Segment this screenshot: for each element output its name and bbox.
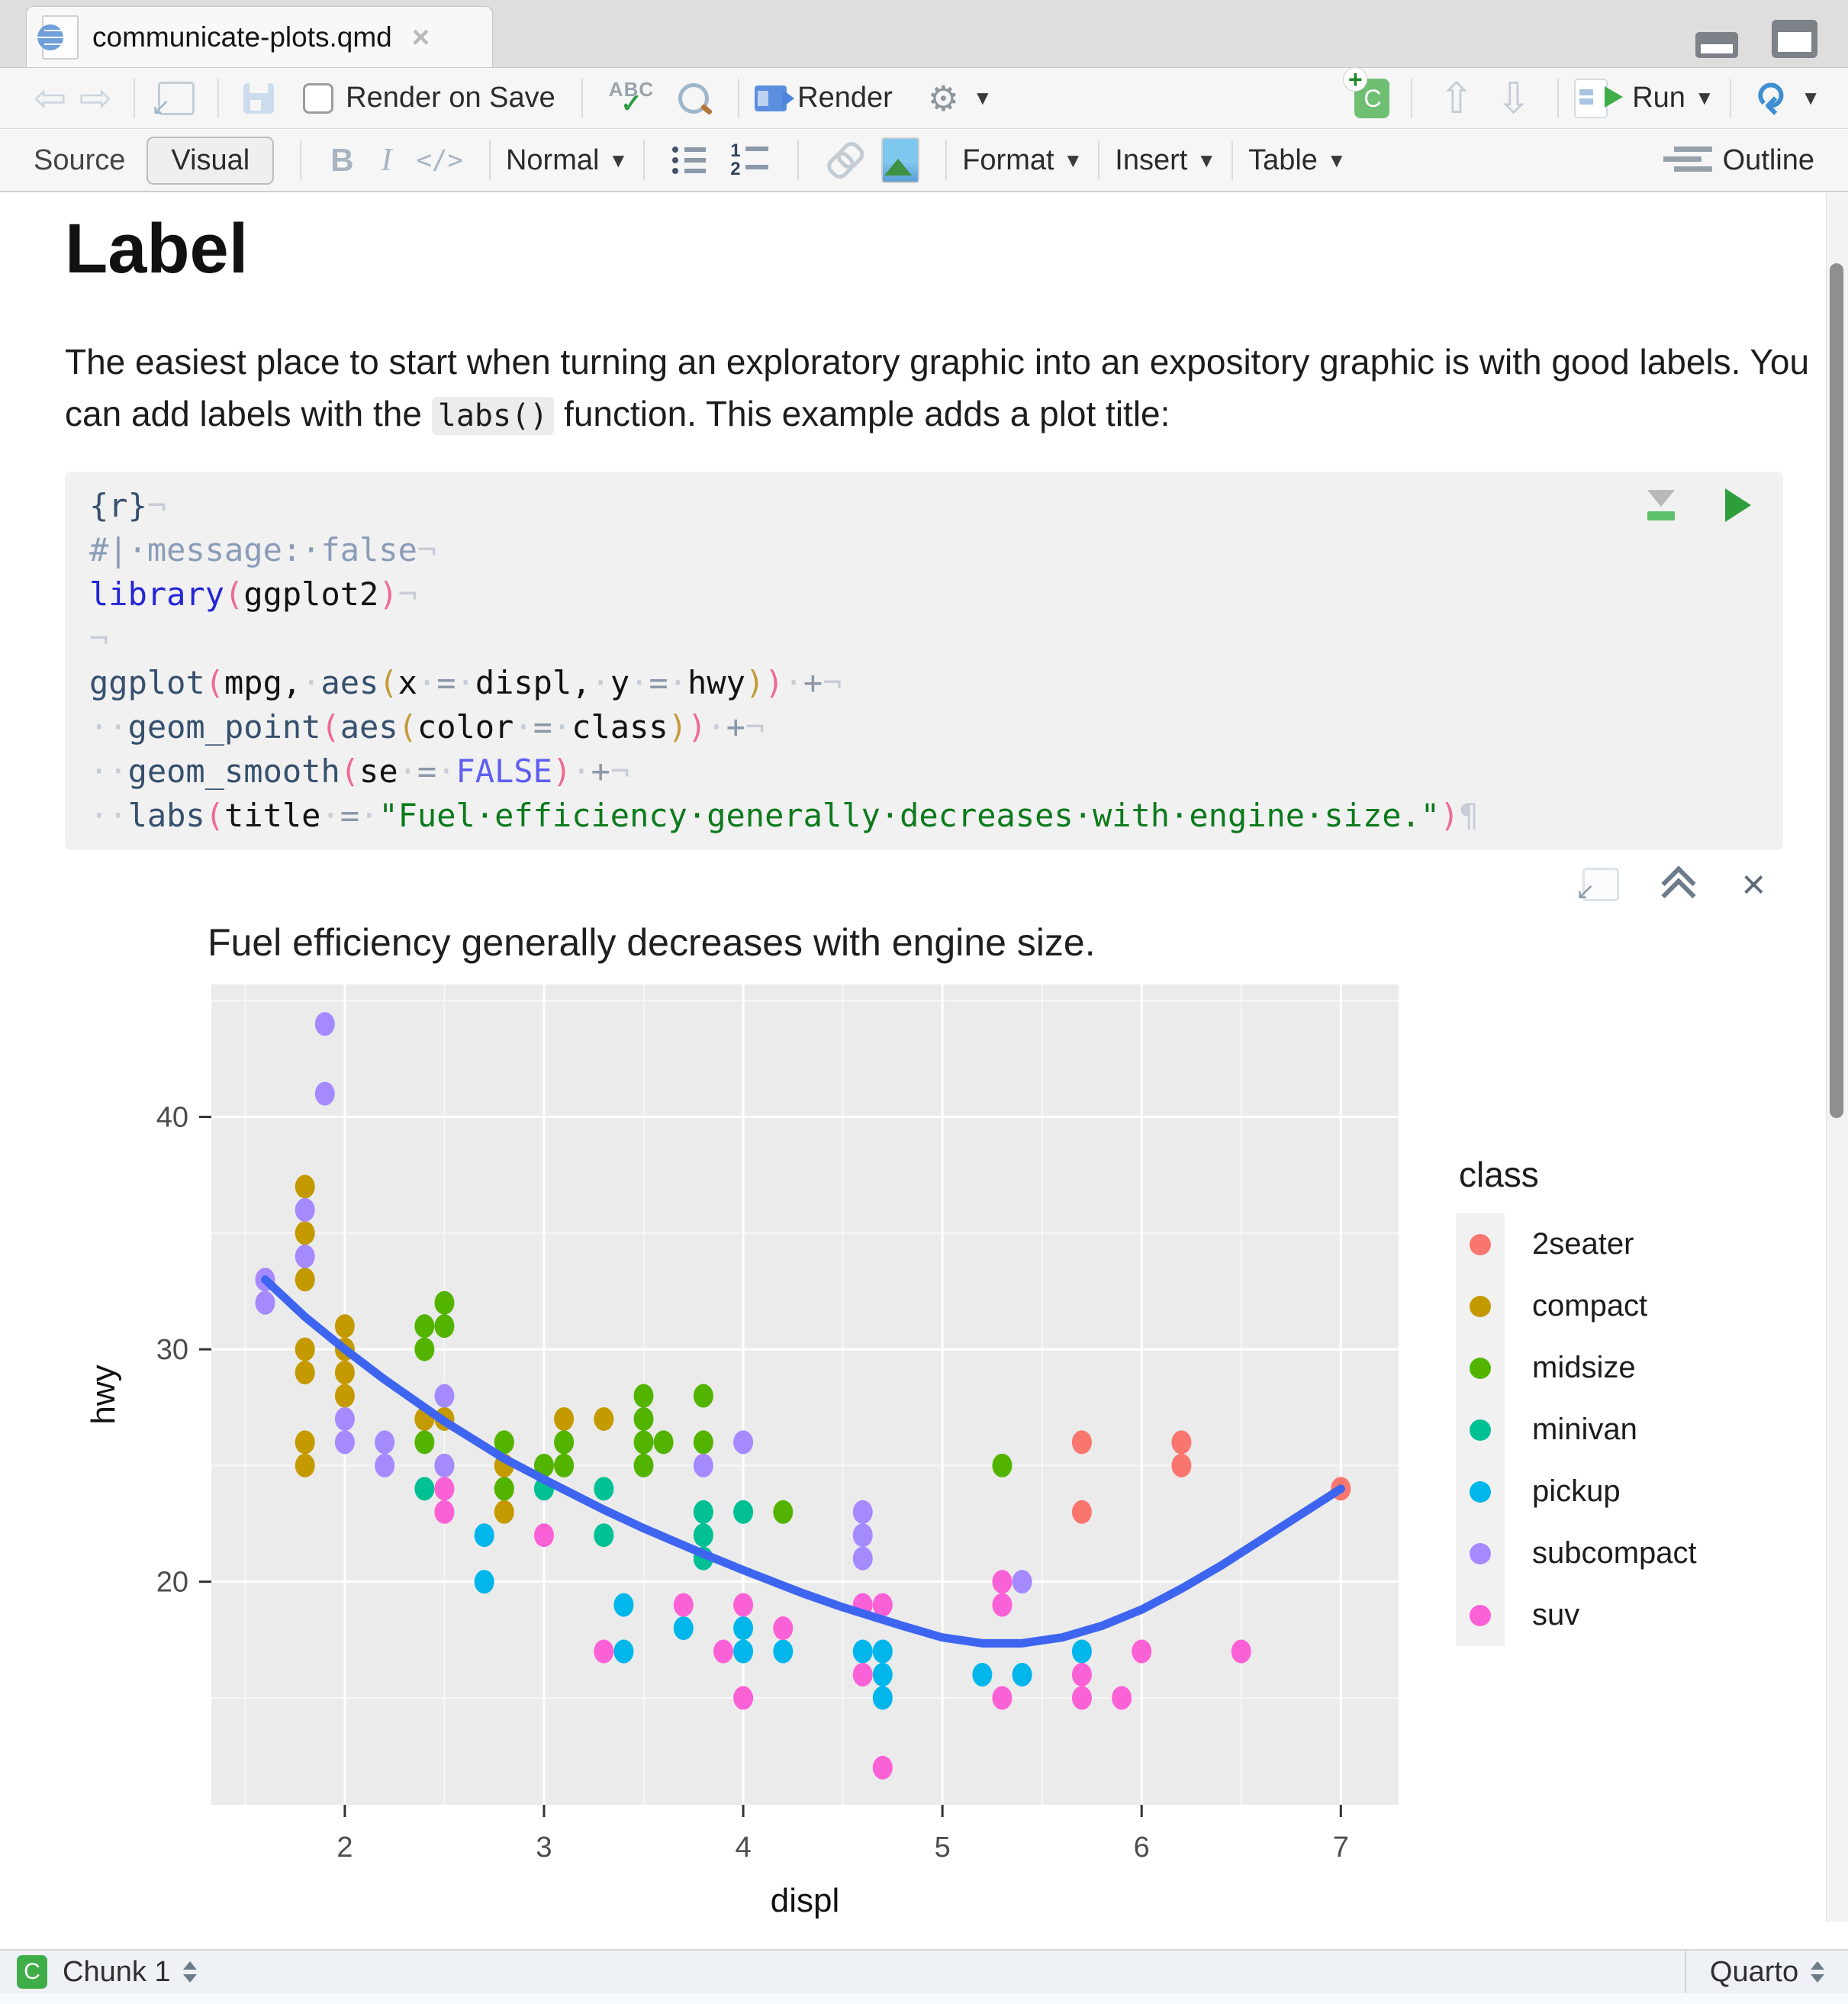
legend-key bbox=[1456, 1213, 1505, 1275]
format-menu[interactable]: Format bbox=[962, 143, 1054, 176]
legend-entry: 2seater bbox=[1456, 1213, 1697, 1275]
bold-button[interactable]: B bbox=[330, 142, 354, 178]
sync-options-caret-icon[interactable]: ▼ bbox=[1801, 86, 1821, 109]
gear-icon[interactable]: ⚙ bbox=[927, 78, 960, 118]
intro-paragraph: The easiest place to start when turning … bbox=[65, 342, 1810, 435]
legend-title: class bbox=[1459, 1155, 1539, 1194]
legend-label: pickup bbox=[1532, 1474, 1621, 1508]
legend-label: minivan bbox=[1532, 1413, 1637, 1446]
run-previous-icon[interactable]: ⇧ bbox=[1438, 73, 1475, 122]
legend-dot-icon bbox=[1470, 1604, 1491, 1626]
legend-label: 2seater bbox=[1532, 1227, 1634, 1261]
image-icon[interactable] bbox=[881, 137, 920, 183]
insert-chunk-icon[interactable] bbox=[1344, 67, 1390, 118]
spellcheck-icon[interactable]: ABC ✓ bbox=[608, 77, 655, 119]
table-menu[interactable]: Table bbox=[1248, 143, 1318, 176]
chunk-language-icon: C bbox=[17, 1955, 47, 1989]
page-title: Label bbox=[65, 210, 249, 288]
document-mode-selector[interactable]: Quarto bbox=[1685, 1951, 1848, 1993]
paragraph-style-dropdown[interactable]: Normal bbox=[505, 143, 600, 176]
legend-key bbox=[1456, 1337, 1505, 1399]
insert-menu[interactable]: Insert bbox=[1115, 143, 1188, 176]
forward-icon[interactable]: ⇨ bbox=[79, 76, 113, 121]
quarto-file-icon bbox=[37, 14, 79, 60]
code-lines: {r}¬ #|·message:·false¬ library(ggplot2)¬ ¬… bbox=[89, 487, 1479, 834]
legend-entry: compact bbox=[1456, 1275, 1697, 1337]
collapse-output-icon[interactable] bbox=[1663, 869, 1697, 900]
chunk-navigator[interactable]: Chunk 1 bbox=[63, 1955, 171, 1988]
back-icon[interactable]: ⇦ bbox=[34, 76, 67, 121]
format-menu-caret-icon[interactable]: ▼ bbox=[1063, 148, 1083, 172]
search-icon[interactable] bbox=[678, 82, 710, 114]
legend-dot-icon bbox=[1470, 1542, 1491, 1564]
tab-communicate-plots[interactable]: communicate-plots.qmd × bbox=[26, 6, 493, 67]
source-sync-icon[interactable]: ⟳ bbox=[1747, 81, 1792, 115]
legend-key bbox=[1456, 1275, 1505, 1337]
save-icon[interactable] bbox=[243, 82, 275, 114]
legend-label: midsize bbox=[1532, 1351, 1636, 1384]
editor-canvas[interactable]: Label The easiest place to start when tu… bbox=[0, 192, 1827, 1951]
code-format-button[interactable]: </> bbox=[416, 145, 463, 176]
legend-label: suv bbox=[1532, 1598, 1580, 1632]
legend-dot-icon bbox=[1470, 1480, 1491, 1503]
vertical-scrollbar[interactable] bbox=[1826, 193, 1848, 1922]
status-bar: C Chunk 1 Quarto bbox=[0, 1949, 1848, 1993]
inline-code-labs: labs() bbox=[431, 397, 555, 435]
r-code-chunk[interactable]: {r}¬ #|·message:·false¬ library(ggplot2)¬ ¬… bbox=[65, 472, 1783, 850]
show-output-in-window-icon[interactable] bbox=[1582, 868, 1620, 901]
run-button[interactable]: Run bbox=[1632, 82, 1685, 114]
link-icon[interactable] bbox=[823, 141, 861, 179]
render-on-save-label: Render on Save bbox=[346, 82, 555, 114]
outline-toggle[interactable]: Outline bbox=[1722, 143, 1814, 176]
scrollbar-thumb[interactable] bbox=[1830, 263, 1843, 1118]
legend-entry: minivan bbox=[1456, 1399, 1697, 1461]
source-mode-button[interactable]: Source bbox=[34, 143, 126, 176]
legend-label: subcompact bbox=[1532, 1536, 1697, 1570]
run-current-chunk-icon[interactable] bbox=[1725, 488, 1751, 522]
render-on-save-checkbox[interactable] bbox=[303, 82, 334, 114]
legend-dot-icon bbox=[1470, 1295, 1491, 1317]
render-button[interactable]: Render bbox=[797, 82, 893, 114]
visual-mode-button[interactable]: Visual bbox=[146, 136, 275, 185]
window-bottom-edge bbox=[0, 1993, 1848, 2004]
run-all-chunks-above-icon[interactable] bbox=[1646, 488, 1676, 522]
legend-entry: subcompact bbox=[1456, 1522, 1697, 1584]
paragraph-style-caret-icon[interactable]: ▼ bbox=[608, 148, 629, 172]
render-options-caret-icon[interactable]: ▼ bbox=[973, 86, 993, 109]
tab-title: communicate-plots.qmd bbox=[92, 21, 392, 53]
main-toolbar: ⇦ ⇨ Render on Save ABC✓ Render ⚙ ▼ ⇧ ⇩ R… bbox=[0, 67, 1848, 129]
run-next-icon[interactable]: ⇩ bbox=[1495, 73, 1532, 122]
window-minimize-icon[interactable] bbox=[1695, 32, 1738, 58]
plot-legend: class 2seater compact midsize bbox=[1456, 1154, 1697, 1646]
legend-entries: 2seater compact midsize minivan bbox=[1456, 1213, 1697, 1646]
italic-button[interactable]: I bbox=[381, 143, 392, 178]
legend-dot-icon bbox=[1470, 1419, 1491, 1441]
legend-label: compact bbox=[1532, 1289, 1648, 1323]
run-options-caret-icon[interactable]: ▼ bbox=[1694, 86, 1714, 109]
legend-entry: suv bbox=[1456, 1584, 1697, 1646]
clear-output-icon[interactable]: × bbox=[1741, 862, 1766, 907]
legend-dot-icon bbox=[1470, 1233, 1491, 1255]
bullet-list-icon[interactable] bbox=[672, 145, 707, 176]
legend-key bbox=[1456, 1522, 1505, 1584]
tab-close-icon[interactable]: × bbox=[411, 20, 430, 54]
legend-entry: midsize bbox=[1456, 1337, 1697, 1399]
legend-key bbox=[1456, 1584, 1505, 1646]
mode-selector-arrows-icon bbox=[1811, 1961, 1824, 1983]
insert-menu-caret-icon[interactable]: ▼ bbox=[1196, 148, 1217, 172]
window-maximize-icon[interactable] bbox=[1772, 20, 1817, 58]
open-in-new-window-icon[interactable] bbox=[158, 81, 195, 115]
legend-key bbox=[1456, 1461, 1505, 1522]
table-menu-caret-icon[interactable]: ▼ bbox=[1326, 148, 1347, 172]
render-icon[interactable] bbox=[755, 85, 795, 111]
legend-dot-icon bbox=[1470, 1357, 1491, 1379]
run-icon[interactable] bbox=[1574, 78, 1624, 118]
legend-key bbox=[1456, 1399, 1505, 1461]
legend-entry: pickup bbox=[1456, 1461, 1697, 1522]
outline-icon[interactable] bbox=[1673, 145, 1712, 176]
tab-strip: communicate-plots.qmd × bbox=[0, 0, 1848, 68]
chunk-navigator-arrows-icon[interactable] bbox=[183, 1961, 197, 1983]
